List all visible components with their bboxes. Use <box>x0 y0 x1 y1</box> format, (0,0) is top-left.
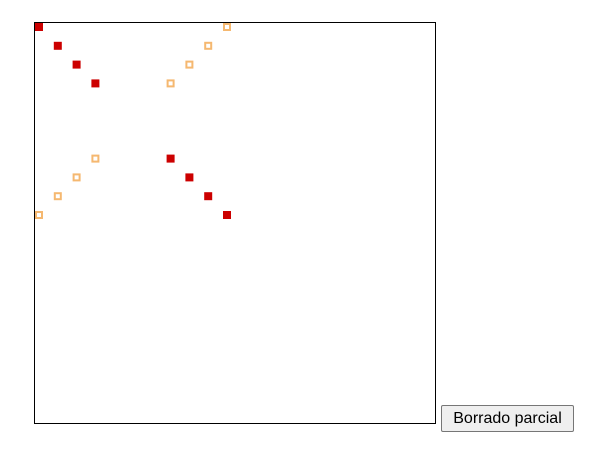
hollow-square-marker <box>185 60 194 69</box>
marker-layer <box>35 23 231 219</box>
filled-square-marker <box>72 60 81 69</box>
hollow-square-marker <box>91 154 100 163</box>
filled-square-marker <box>91 79 100 88</box>
hollow-square-marker <box>53 192 62 201</box>
hollow-square-marker <box>35 211 43 219</box>
partial-erase-button[interactable]: Borrado parcial <box>441 405 574 432</box>
filled-square-marker <box>35 23 43 31</box>
hollow-square-marker <box>166 79 175 88</box>
filled-square-marker <box>185 173 194 182</box>
hollow-square-marker <box>223 23 231 31</box>
hollow-square-marker <box>204 41 213 50</box>
filled-square-marker <box>223 211 231 219</box>
drawing-canvas[interactable] <box>34 22 436 424</box>
filled-square-marker <box>166 154 175 163</box>
filled-square-marker <box>53 41 62 50</box>
filled-square-marker <box>204 192 213 201</box>
hollow-square-marker <box>72 173 81 182</box>
